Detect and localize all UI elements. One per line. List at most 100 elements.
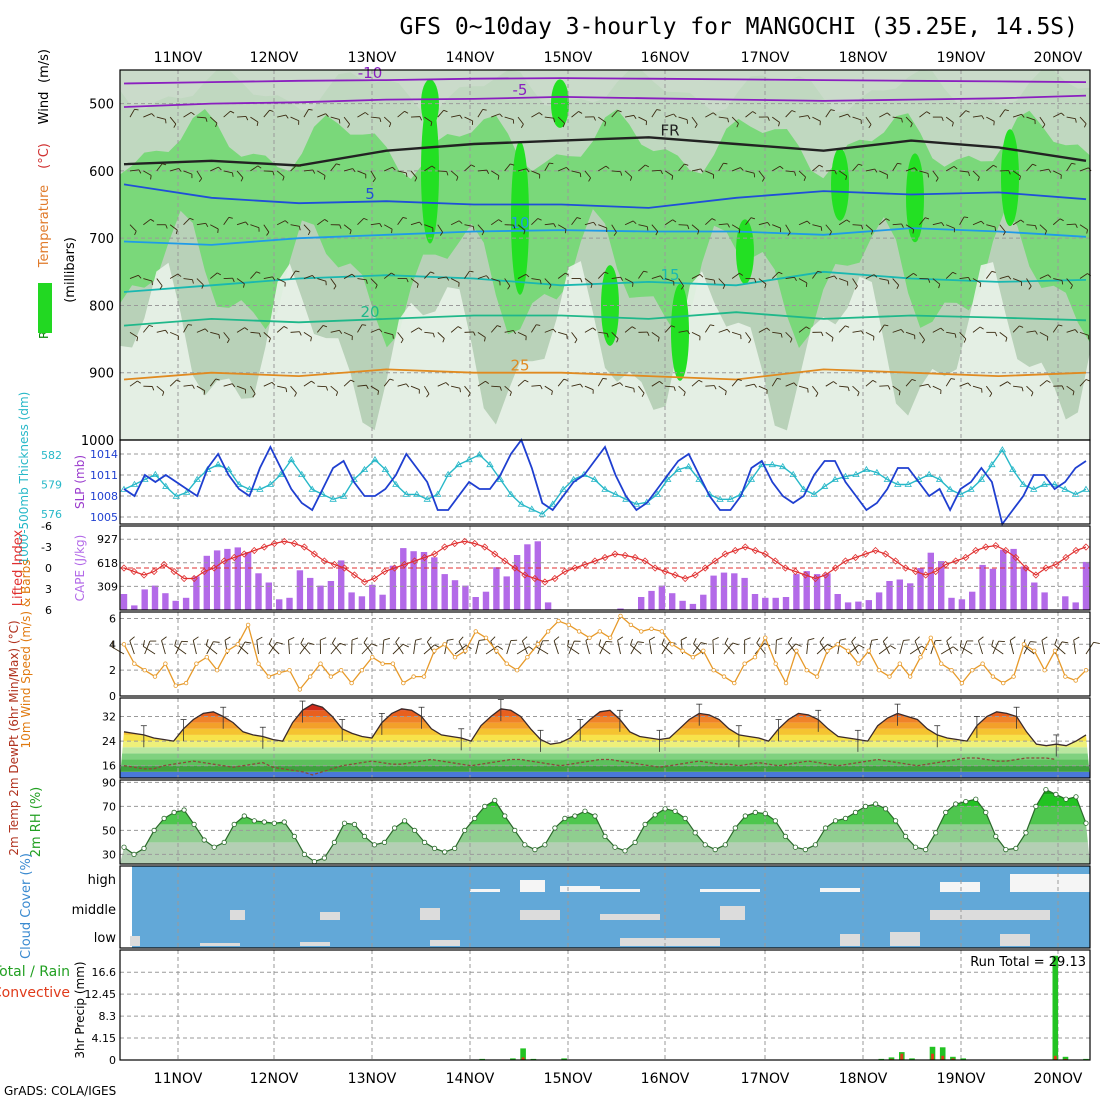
cape-bar — [762, 597, 769, 610]
thickness-marker — [664, 475, 672, 482]
wind-barb — [838, 219, 847, 226]
wind-barb-flag — [364, 112, 369, 116]
wind-speed-marker — [628, 622, 634, 628]
wind-barb-flag — [446, 276, 450, 281]
pressure-tick-label: 700 — [89, 232, 114, 247]
wind-barb — [531, 278, 541, 281]
wind-barb-flag — [406, 278, 409, 283]
wind-barb-flag — [190, 111, 195, 116]
rh-marker — [462, 827, 468, 834]
rh-marker — [572, 813, 578, 819]
wind-barb — [437, 170, 447, 172]
lifted-index-marker — [651, 564, 659, 572]
wind-barb-flag — [312, 275, 316, 279]
wind-barb-flag — [379, 223, 383, 228]
cape-bar — [638, 597, 645, 610]
wind-barb-flag — [442, 338, 445, 343]
temperature-band — [120, 753, 1090, 760]
wind-barb-flag — [193, 636, 199, 641]
wind-barb — [692, 642, 702, 655]
wind-tick-label: 6 — [109, 612, 116, 625]
precip-convective-bar — [521, 1057, 525, 1060]
wind-barb — [557, 116, 565, 124]
rh-marker — [552, 825, 558, 831]
wind-barb — [865, 331, 875, 337]
cape-bar — [813, 574, 821, 610]
wind-barb — [932, 278, 941, 285]
wind-barb — [986, 224, 996, 228]
wind-barb — [517, 116, 524, 125]
wind-barb-flag — [671, 175, 674, 180]
rh-marker — [271, 820, 277, 826]
wind-barb-flag — [1019, 325, 1024, 328]
wind-barb-flag — [430, 122, 433, 127]
lifted-index-marker — [1002, 546, 1010, 555]
rh-tick-label: 50 — [102, 824, 116, 837]
lifted-index-marker — [761, 550, 769, 558]
wind-barb-flag — [271, 382, 276, 386]
thickness-marker — [214, 460, 222, 468]
wind-barb — [290, 270, 296, 279]
wind-barb — [879, 170, 888, 176]
wind-barb-flag — [1020, 219, 1025, 223]
panel-frame — [119, 439, 1091, 525]
cape-bar — [172, 600, 179, 610]
wind-barb-flag — [659, 381, 663, 385]
wind-barb-flag — [176, 379, 181, 383]
thickness-marker — [946, 485, 954, 492]
wind-barb-flag — [744, 637, 751, 641]
top-date-label: 16NOV — [641, 50, 690, 66]
wind-barb-flag — [1083, 123, 1087, 128]
wind-barb — [1053, 170, 1062, 176]
panel-frame — [119, 525, 1091, 611]
wind-speed-marker — [701, 648, 706, 653]
isotherm-label: 25 — [510, 357, 529, 375]
lifted-index-marker — [431, 550, 439, 558]
wind-barb — [290, 116, 299, 122]
wind-speed-marker — [432, 648, 437, 653]
pressure-tick-label: 800 — [89, 299, 114, 314]
wind-barb — [209, 272, 218, 279]
wind-barb-flag — [1008, 170, 1011, 175]
wind-barb-flag — [553, 118, 556, 123]
wind-barb-flag — [418, 327, 423, 331]
wind-speed-marker — [452, 655, 458, 660]
wind-barb — [972, 278, 981, 284]
cape-bar — [296, 570, 304, 610]
wind-barb-flag — [964, 216, 969, 218]
wind-barb-flag — [981, 115, 985, 120]
wind-barb-flag — [959, 640, 962, 647]
rh-marker — [231, 821, 237, 828]
cape-bar — [348, 592, 355, 610]
thickness-marker — [779, 462, 787, 470]
cloud-patch — [620, 938, 720, 946]
wind-barb — [638, 116, 647, 122]
wind-barb — [745, 111, 753, 118]
cloud-patch — [430, 940, 460, 946]
wind-barb — [424, 271, 431, 279]
thickness-marker — [831, 475, 839, 482]
wind-barb — [611, 332, 619, 339]
wind-barb-flag — [162, 163, 167, 166]
wind-barb-flag — [111, 640, 114, 648]
date-axis: 11NOV11NOV12NOV12NOV13NOV13NOV14NOV14NOV… — [154, 50, 1083, 1087]
run-total-annotation: Run Total = 29.13 — [970, 955, 1086, 970]
wind-barb-flag — [846, 219, 851, 223]
wind-barb — [357, 384, 367, 387]
lifted-index-marker — [611, 550, 619, 558]
cape-bar — [544, 602, 552, 610]
wind-barb — [250, 165, 259, 172]
rh-marker — [171, 809, 177, 816]
wind-barb — [491, 170, 500, 177]
wind-barb-flag — [174, 639, 177, 646]
wind-barb — [571, 111, 579, 118]
wind-barb-flag — [244, 327, 249, 331]
lifted-index-marker — [892, 557, 900, 565]
wind-barb — [630, 644, 642, 655]
thickness-marker — [298, 470, 306, 477]
lifted-index-marker — [551, 574, 559, 583]
slp-tick-label: 1011 — [90, 469, 118, 482]
rh-marker — [862, 803, 869, 810]
wind-barb — [852, 224, 862, 226]
cloud-patch — [300, 942, 330, 946]
